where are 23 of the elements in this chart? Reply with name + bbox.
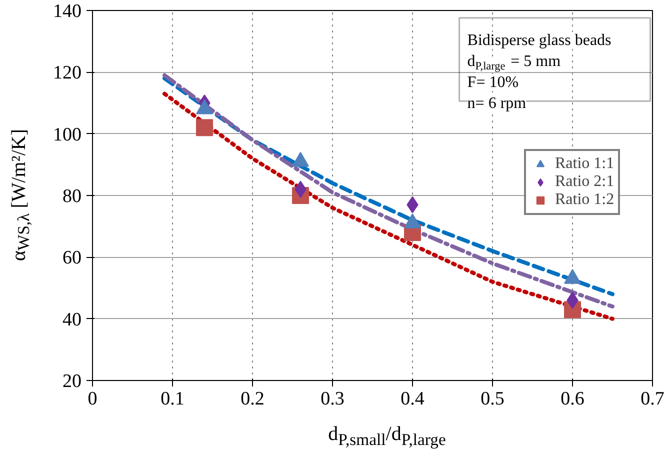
legend-label: Ratio 1:1 [555,155,614,173]
x-tick-label: 0.6 [560,388,584,410]
point [196,119,213,136]
x-axis-title: d$_{P,small}$/d$_{P,large}$ [328,422,446,451]
y-tick-label: 120 [53,62,82,84]
x-tick-label: 0.7 [640,388,664,410]
annotation: n= 6 rpm [467,95,527,112]
y-tick-label: 60 [62,248,82,269]
x-tick-label: 0.1 [160,388,184,410]
x-tick-label: 0 [88,388,98,410]
annotation: F= 10% [467,74,519,91]
x-tick-label: 0.5 [480,388,504,410]
annotation: Bidisperse glass beads [467,32,612,49]
y-tick-label: 40 [62,309,82,330]
x-tick-label: 0.2 [240,388,264,410]
y-tick-label: 140 [53,1,82,22]
y-tick-label: 80 [62,186,82,207]
legend-label: Ratio 2:1 [555,173,614,191]
x-tick-label: 0.3 [320,388,344,410]
x-tick-label: 0.4 [400,388,425,410]
legend-label: Ratio 1:2 [555,191,614,209]
y-tick-label: 100 [53,124,82,146]
y-tick-label: 20 [62,371,82,392]
